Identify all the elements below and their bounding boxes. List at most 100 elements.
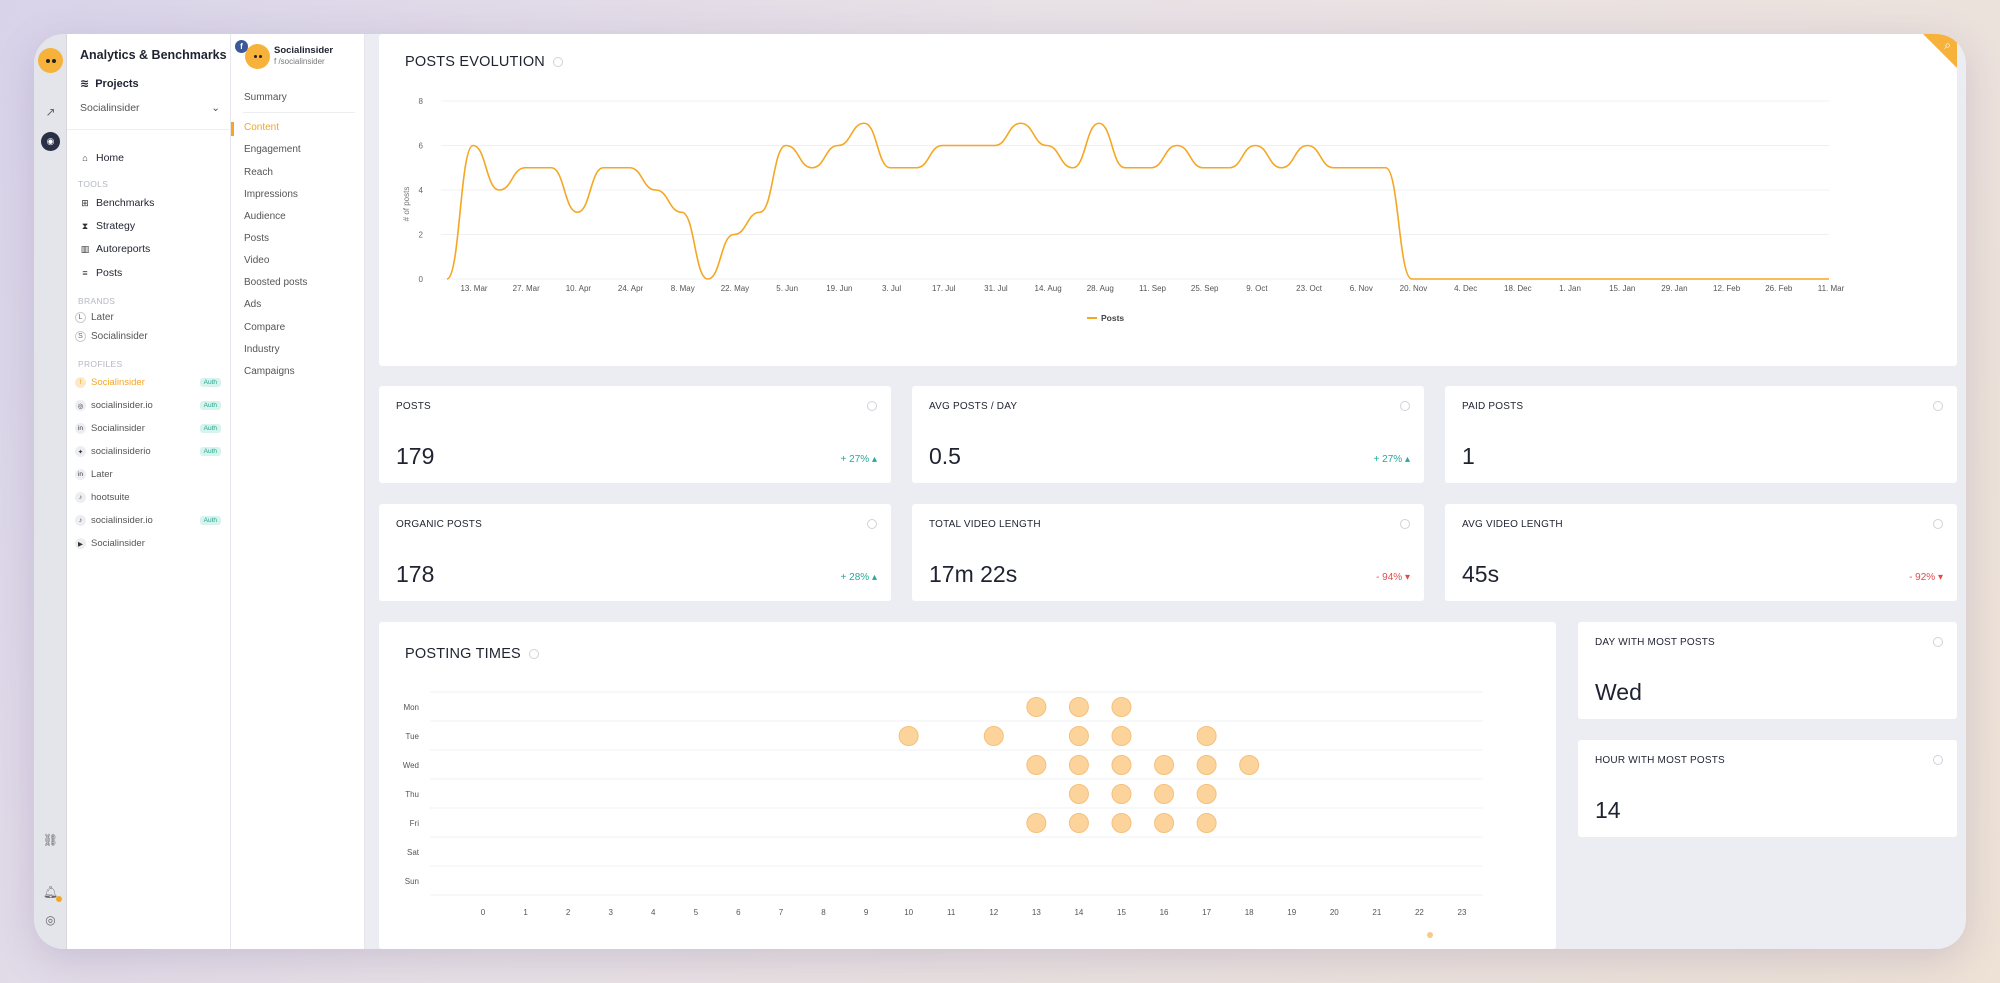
x-tick-label: 18. Dec [1504,284,1532,293]
notification-dot [56,896,62,902]
profile-item[interactable]: ♪ socialinsider.io Auth [75,515,221,526]
stat-label: TOTAL VIDEO LENGTH [929,519,1041,530]
info-icon[interactable] [867,519,877,529]
stat-value: 1 [1462,443,1475,469]
corner-badge[interactable] [1923,34,1957,68]
subnav-item-impressions[interactable]: Impressions [244,189,298,200]
profile-item[interactable]: ♪ hootsuite [75,492,221,503]
subnav-item-boosted-posts[interactable]: Boosted posts [244,277,308,288]
sidebar-item-posts[interactable]: ≡ Posts [80,267,122,279]
y-tick-label: 2 [419,231,424,240]
app-logo-icon[interactable] [38,48,63,73]
bell-icon[interactable]: 🔔︎ [42,884,59,899]
info-icon[interactable] [1933,401,1943,411]
x-tick-label: 8. May [671,284,695,293]
profile-item[interactable]: ✦ socialinsiderio Auth [75,446,221,457]
sidebar-item-autoreports[interactable]: ▥ Autoreports [80,243,151,255]
sidebar-item-home[interactable]: ⌂ Home [80,152,124,164]
stat-label: AVG POSTS / DAY [929,401,1018,412]
x-tick-label: 20 [1330,908,1339,917]
hour-most-posts-card: HOUR WITH MOST POSTS 14 [1578,740,1957,837]
facebook-icon: f [75,377,86,388]
posting-time-point [898,726,919,746]
search-icon[interactable]: ⌕ [1944,38,1951,52]
subnav-item-audience[interactable]: Audience [244,211,286,222]
subnav-item-engagement[interactable]: Engagement [244,144,301,155]
y-category-label: Sat [407,848,420,857]
posts-evolution-title: POSTS EVOLUTION [405,54,563,70]
subnav-item-summary[interactable]: Summary [244,92,287,103]
analytics-icon[interactable]: ↗ [45,104,56,119]
posting-time-point [1196,726,1217,746]
info-icon[interactable] [1933,755,1943,765]
subnav-item-content[interactable]: Content [244,122,280,133]
x-tick-label: 14 [1074,908,1083,917]
sidebar-item-strategy[interactable]: ⧗ Strategy [81,220,136,232]
info-icon[interactable] [1400,401,1410,411]
posting-time-point [1111,784,1132,804]
projects-link[interactable]: ≋ Projects [80,77,139,91]
posting-time-point [1111,813,1132,833]
stat-label: POSTS [396,401,431,412]
posting-time-point [1068,813,1089,833]
posting-time-point [1111,755,1132,775]
info-icon[interactable] [1933,637,1943,647]
subnav-item-posts[interactable]: Posts [244,233,270,244]
profile-item[interactable]: ◎ socialinsider.io Auth [75,400,221,411]
profile-item[interactable]: ▶ Socialinsider [75,538,221,549]
x-tick-label: 14. Aug [1035,284,1062,293]
posts-evolution-chart: 0 2 4 6 8 13. Mar 27. Mar 10. Apr 24. Apr 8. May… [402,97,1845,323]
posting-time-point [1026,755,1047,775]
profile-item[interactable]: in Socialinsider Auth [75,423,221,434]
chart-legend: Posts [1087,313,1124,323]
workspace-avatar-icon[interactable]: ◉ [41,132,60,151]
info-icon[interactable] [528,649,539,659]
posting-time-point [1111,697,1132,717]
tiktok-icon: ♪ [75,492,86,503]
profile-item[interactable]: in Later [75,469,221,480]
x-tick-label: 0 [481,908,486,917]
x-tick-label: 10. Apr [566,284,592,293]
info-icon[interactable] [552,57,563,67]
series-line-posts [446,122,1829,280]
stat-value: 178 [396,561,435,587]
info-icon[interactable] [1933,519,1943,529]
stat-change: - 92% ▾ [1909,572,1943,583]
chevron-down-icon: ⌄ [211,102,220,114]
stat-value: 0.5 [929,443,961,469]
x-tick-label: 9 [864,908,869,917]
x-tick-label: 6. Nov [1350,284,1373,293]
y-category-label: Wed [403,761,419,770]
auth-badge: Auth [199,447,221,456]
x-tick-label: 17. Jul [932,284,956,293]
posting-time-point [1068,697,1089,717]
link-icon[interactable]: ⛓ [42,832,59,847]
x-tick-label: 3 [608,908,613,917]
tools-heading: TOOLS [78,179,109,189]
posting-time-point [1196,813,1217,833]
sidebar-item-benchmarks[interactable]: ⊞ Benchmarks [81,197,155,209]
profile-item[interactable]: f Socialinsider Auth [75,377,221,388]
subnav-item-compare[interactable]: Compare [244,322,286,333]
subnav-item-ads[interactable]: Ads [244,299,262,310]
stat-change: + 27% ▴ [1373,454,1410,465]
info-icon[interactable] [1400,519,1410,529]
auth-badge: Auth [199,378,221,387]
project-select[interactable]: Socialinsider ⌄ [80,102,220,114]
subnav-item-video[interactable]: Video [244,255,270,266]
brand-item[interactable]: L Later [75,312,114,323]
user-account-icon[interactable]: ◎ [45,912,56,927]
subnav-item-campaigns[interactable]: Campaigns [244,366,295,377]
brand-item[interactable]: S Socialinsider [75,331,148,342]
stat-value: 179 [396,443,435,469]
info-icon[interactable] [867,401,877,411]
subnav-item-reach[interactable]: Reach [244,167,273,178]
x-tick-label: 31. Jul [984,284,1008,293]
y-tick-label: 0 [419,275,424,284]
subnav-item-industry[interactable]: Industry [244,344,280,355]
arrow-up-icon: ▴ [871,572,877,583]
stat-label: PAID POSTS [1462,401,1524,412]
x-tick-label: 11. Sep [1139,284,1167,293]
x-tick-label: 9. Oct [1246,284,1268,293]
posting-time-point [983,726,1004,746]
